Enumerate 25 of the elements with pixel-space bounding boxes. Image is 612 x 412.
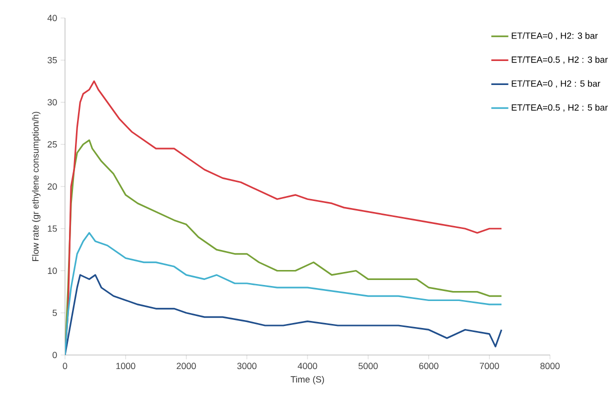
x-tick-label: 2000 — [176, 362, 196, 370]
y-tick-label: 15 — [48, 225, 57, 232]
x-tick-label: 5000 — [358, 362, 378, 370]
legend-label: ET/TEA=0.5 , H2 : 3 bar — [512, 56, 608, 64]
legend-label: ET/TEA=0 , H2 : 5 bar — [512, 80, 600, 88]
y-tick-label: 20 — [48, 183, 57, 190]
x-axis-title: Time (S) — [290, 376, 324, 384]
x-tick-label: 7000 — [480, 362, 499, 370]
y-tick-label: 25 — [48, 141, 57, 148]
y-tick-label: 5 — [52, 310, 57, 316]
x-tick-label: 3000 — [237, 362, 256, 370]
x-tick-label: 4000 — [298, 362, 318, 370]
y-tick-label: 40 — [47, 14, 57, 22]
y-axis-title: Flow rate (gr ethylene consumption/h) — [32, 112, 40, 262]
x-tick-label: 6000 — [419, 362, 438, 370]
legend-label: ET/TEA=0.5 , H2 : 5 bar — [512, 104, 608, 112]
y-tick-label: 30 — [48, 99, 57, 106]
x-tick-label: 1000 — [116, 362, 136, 370]
y-tick-label: 35 — [48, 56, 57, 64]
y-tick-label: 10 — [48, 268, 57, 274]
x-tick-label: 0 — [62, 362, 68, 370]
legend-label: ET/TEA=0 , H2: 3 bar — [512, 32, 598, 40]
y-tick-label: 0 — [52, 352, 57, 358]
x-tick-label: 8000 — [540, 362, 560, 370]
line-series — [65, 232, 502, 355]
